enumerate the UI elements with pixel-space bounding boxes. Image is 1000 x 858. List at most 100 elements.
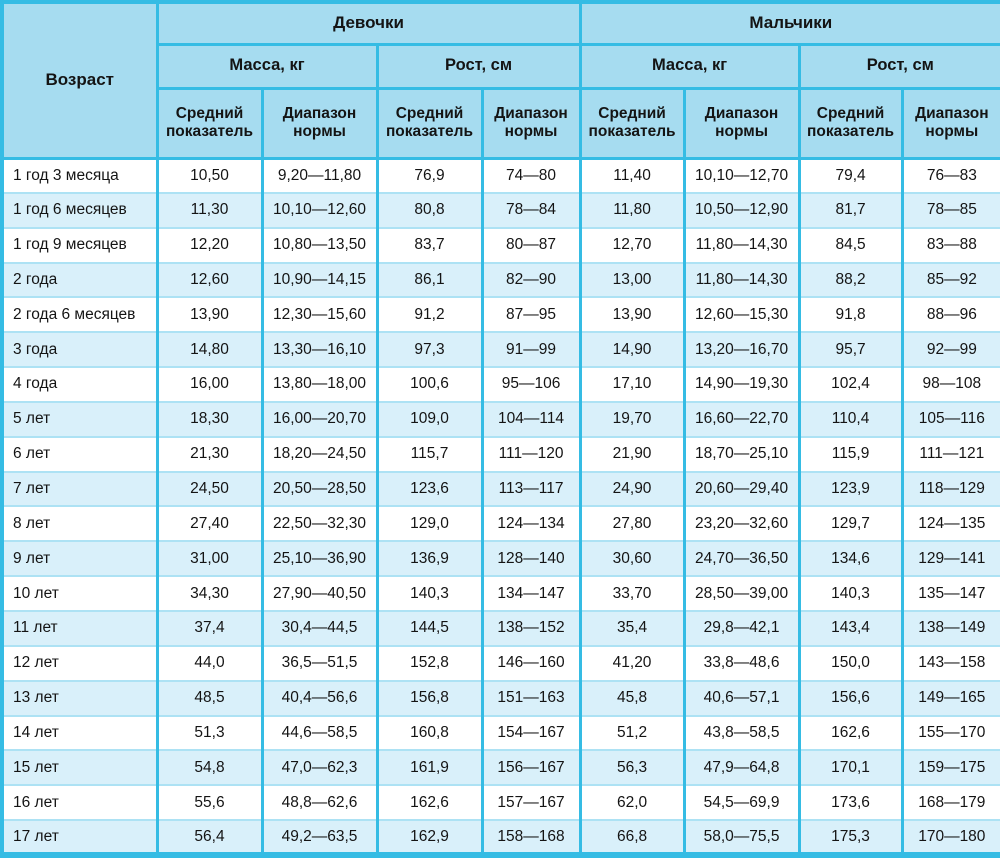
girls-height-range-cell: 157—167 bbox=[480, 784, 582, 822]
header-age: Возраст bbox=[0, 0, 159, 160]
girls-mass-avg-cell: 34,30 bbox=[155, 575, 264, 612]
girls-height-avg-cell: 140,3 bbox=[375, 575, 484, 612]
boys-mass-avg-cell: 14,90 bbox=[578, 331, 686, 369]
girls-mass-range-cell: 36,5—51,5 bbox=[260, 644, 379, 682]
age-cell: 3 года bbox=[0, 331, 159, 369]
girls-mass-avg-cell: 13,90 bbox=[155, 296, 264, 334]
table-row: 4 года 16,00 13,80—18,00 100,6 95—106 17,10 14… bbox=[0, 366, 1000, 403]
table-row: 10 лет 34,30 27,90—40,50 140,3 134—147 33,70 2… bbox=[0, 575, 1000, 612]
table-row: 15 лет 54,8 47,0—62,3 161,9 156—167 56,3 47,9—… bbox=[0, 749, 1000, 787]
table-row: 1 год 9 месяцев 12,20 10,80—13,50 83,7 80—87… bbox=[0, 226, 1000, 264]
header-girls-height-avg: Средний показатель bbox=[375, 86, 484, 160]
header-boys-height: Рост, см bbox=[797, 42, 1000, 90]
boys-mass-range-cell: 20,60—29,40 bbox=[682, 470, 801, 508]
header-boys-height-range: Диапазон нормы bbox=[900, 86, 1000, 160]
girls-mass-range-cell: 48,8—62,6 bbox=[260, 784, 379, 822]
boys-height-avg-cell: 143,4 bbox=[797, 609, 904, 647]
girls-height-avg-cell: 136,9 bbox=[375, 540, 484, 578]
header-boys-mass-range: Диапазон нормы bbox=[682, 86, 801, 160]
girls-height-avg-cell: 91,2 bbox=[375, 296, 484, 334]
boys-mass-avg-cell: 35,4 bbox=[578, 609, 686, 647]
age-cell: 5 лет bbox=[0, 400, 159, 438]
boys-mass-range-cell: 54,5—69,9 bbox=[682, 784, 801, 822]
girls-mass-range-cell: 40,4—56,6 bbox=[260, 679, 379, 717]
girls-height-range-cell: 91—99 bbox=[480, 331, 582, 369]
table-row: 17 лет 56,4 49,2—63,5 162,9 158—168 66,8 58,0—… bbox=[0, 819, 1000, 856]
boys-height-avg-cell: 140,3 bbox=[797, 575, 904, 612]
boys-height-range-cell: 149—165 bbox=[900, 679, 1000, 717]
boys-mass-avg-cell: 13,90 bbox=[578, 296, 686, 334]
girls-mass-avg-cell: 31,00 bbox=[155, 540, 264, 578]
girls-height-range-cell: 82—90 bbox=[480, 261, 582, 299]
boys-mass-range-cell: 11,80—14,30 bbox=[682, 261, 801, 299]
age-cell: 15 лет bbox=[0, 749, 159, 787]
girls-mass-avg-cell: 12,20 bbox=[155, 226, 264, 264]
boys-mass-avg-cell: 51,2 bbox=[578, 714, 686, 752]
girls-mass-avg-cell: 24,50 bbox=[155, 470, 264, 508]
girls-height-range-cell: 154—167 bbox=[480, 714, 582, 752]
girls-height-range-cell: 113—117 bbox=[480, 470, 582, 508]
girls-height-avg-cell: 123,6 bbox=[375, 470, 484, 508]
table-row: 3 года 14,80 13,30—16,10 97,3 91—99 14,90 13,2… bbox=[0, 331, 1000, 369]
header-girls: Девочки bbox=[155, 0, 582, 46]
age-cell: 11 лет bbox=[0, 609, 159, 647]
girls-height-range-cell: 138—152 bbox=[480, 609, 582, 647]
boys-height-range-cell: 105—116 bbox=[900, 400, 1000, 438]
table-row: 11 лет 37,4 30,4—44,5 144,5 138—152 35,4 29,8—… bbox=[0, 609, 1000, 647]
girls-mass-avg-cell: 18,30 bbox=[155, 400, 264, 438]
boys-height-range-cell: 155—170 bbox=[900, 714, 1000, 752]
girls-mass-avg-cell: 51,3 bbox=[155, 714, 264, 752]
boys-mass-avg-cell: 56,3 bbox=[578, 749, 686, 787]
girls-mass-avg-cell: 27,40 bbox=[155, 505, 264, 543]
age-cell: 2 года bbox=[0, 261, 159, 299]
boys-mass-range-cell: 11,80—14,30 bbox=[682, 226, 801, 264]
header-girls-height-range: Диапазон нормы bbox=[480, 86, 582, 160]
boys-height-range-cell: 168—179 bbox=[900, 784, 1000, 822]
boys-mass-avg-cell: 17,10 bbox=[578, 366, 686, 403]
girls-mass-range-cell: 49,2—63,5 bbox=[260, 819, 379, 856]
age-cell: 12 лет bbox=[0, 644, 159, 682]
girls-height-avg-cell: 152,8 bbox=[375, 644, 484, 682]
girls-height-range-cell: 78—84 bbox=[480, 191, 582, 229]
boys-height-range-cell: 129—141 bbox=[900, 540, 1000, 578]
boys-height-avg-cell: 79,4 bbox=[797, 157, 904, 194]
boys-mass-range-cell: 13,20—16,70 bbox=[682, 331, 801, 369]
boys-mass-avg-cell: 11,80 bbox=[578, 191, 686, 229]
girls-mass-avg-cell: 56,4 bbox=[155, 819, 264, 856]
boys-mass-avg-cell: 45,8 bbox=[578, 679, 686, 717]
girls-height-avg-cell: 76,9 bbox=[375, 157, 484, 194]
girls-height-range-cell: 95—106 bbox=[480, 366, 582, 403]
girls-height-avg-cell: 86,1 bbox=[375, 261, 484, 299]
girls-mass-range-cell: 18,20—24,50 bbox=[260, 435, 379, 473]
girls-mass-avg-cell: 16,00 bbox=[155, 366, 264, 403]
age-cell: 1 год 6 месяцев bbox=[0, 191, 159, 229]
girls-height-range-cell: 158—168 bbox=[480, 819, 582, 856]
age-cell: 13 лет bbox=[0, 679, 159, 717]
age-cell: 4 года bbox=[0, 366, 159, 403]
boys-height-range-cell: 83—88 bbox=[900, 226, 1000, 264]
girls-mass-avg-cell: 44,0 bbox=[155, 644, 264, 682]
table-row: 9 лет 31,00 25,10—36,90 136,9 128—140 30,60 24… bbox=[0, 540, 1000, 578]
boys-mass-range-cell: 12,60—15,30 bbox=[682, 296, 801, 334]
girls-height-avg-cell: 162,9 bbox=[375, 819, 484, 856]
age-cell: 1 год 3 месяца bbox=[0, 157, 159, 194]
boys-height-avg-cell: 110,4 bbox=[797, 400, 904, 438]
table-row: 2 года 12,60 10,90—14,15 86,1 82—90 13,00 11,8… bbox=[0, 261, 1000, 299]
girls-mass-avg-cell: 21,30 bbox=[155, 435, 264, 473]
girls-mass-range-cell: 9,20—11,80 bbox=[260, 157, 379, 194]
boys-mass-range-cell: 10,10—12,70 bbox=[682, 157, 801, 194]
girls-mass-range-cell: 30,4—44,5 bbox=[260, 609, 379, 647]
girls-mass-range-cell: 10,10—12,60 bbox=[260, 191, 379, 229]
girls-height-avg-cell: 83,7 bbox=[375, 226, 484, 264]
girls-mass-avg-cell: 10,50 bbox=[155, 157, 264, 194]
boys-mass-avg-cell: 13,00 bbox=[578, 261, 686, 299]
boys-height-range-cell: 111—121 bbox=[900, 435, 1000, 473]
girls-height-avg-cell: 80,8 bbox=[375, 191, 484, 229]
table-row: 6 лет 21,30 18,20—24,50 115,7 111—120 21,90 18… bbox=[0, 435, 1000, 473]
boys-mass-range-cell: 29,8—42,1 bbox=[682, 609, 801, 647]
table-row: 13 лет 48,5 40,4—56,6 156,8 151—163 45,8 40,6—… bbox=[0, 679, 1000, 717]
girls-height-avg-cell: 156,8 bbox=[375, 679, 484, 717]
boys-mass-range-cell: 18,70—25,10 bbox=[682, 435, 801, 473]
girls-height-range-cell: 80—87 bbox=[480, 226, 582, 264]
